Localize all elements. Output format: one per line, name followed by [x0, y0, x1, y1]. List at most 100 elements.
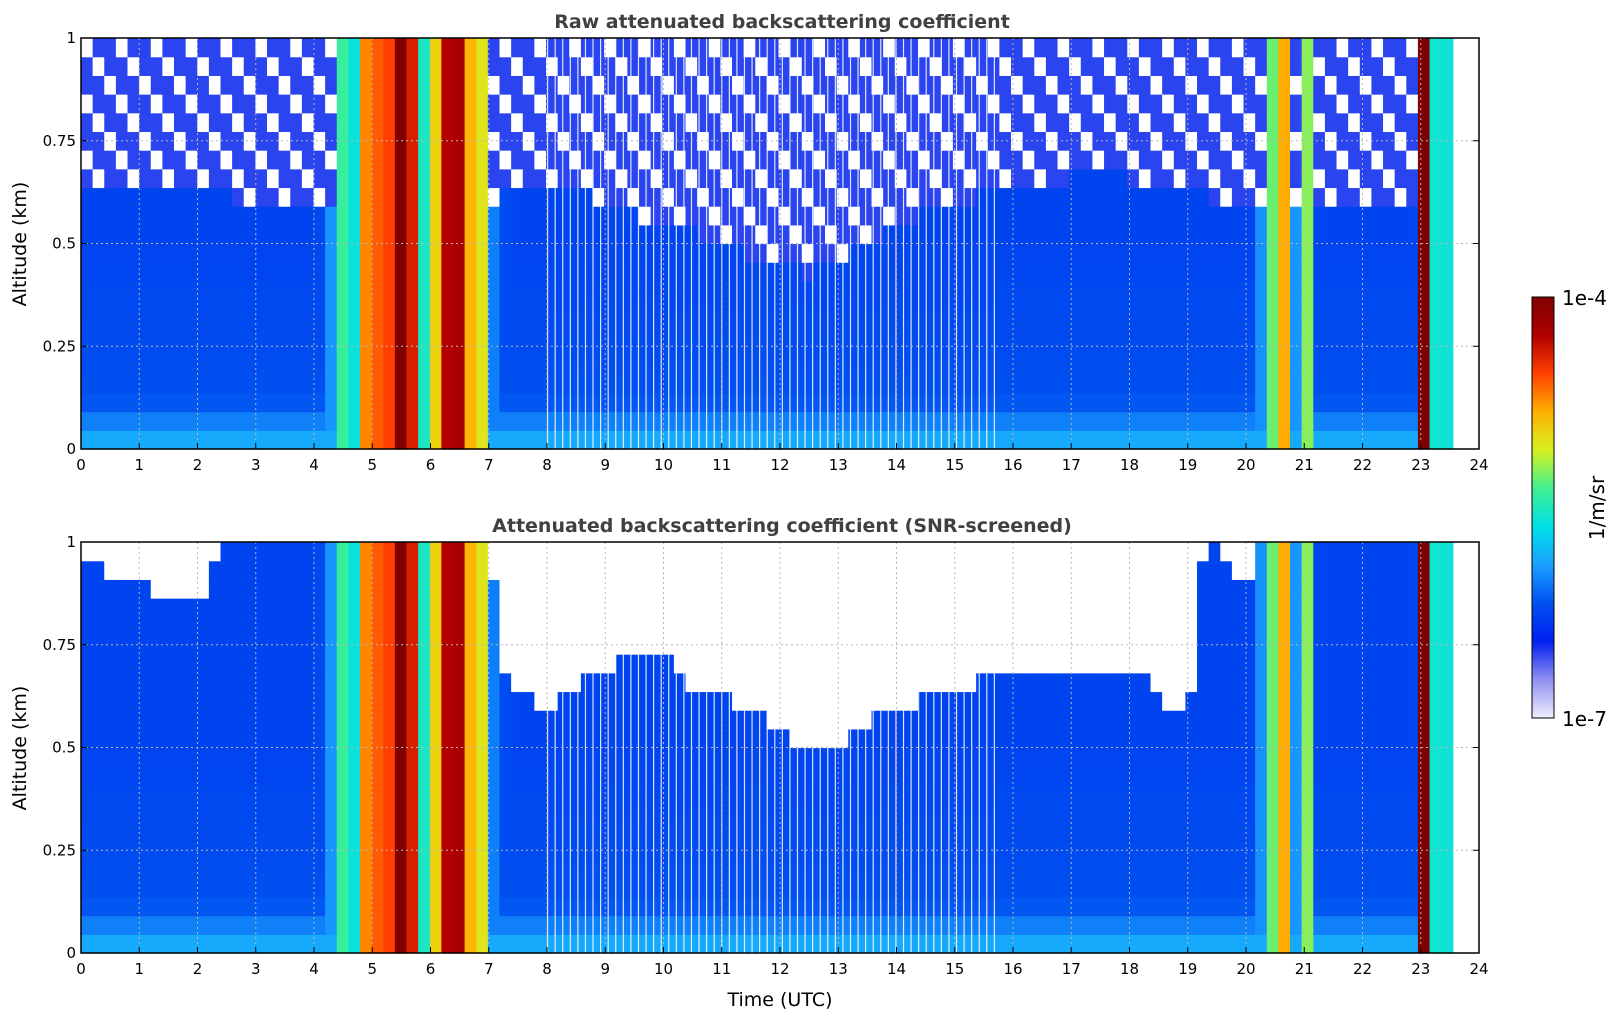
heatmap-cell — [1417, 430, 1431, 450]
heatmap-cell — [639, 859, 652, 879]
heatmap-cell — [1313, 299, 1326, 319]
heatmap-cell — [127, 822, 140, 842]
heatmap-cell — [929, 187, 942, 207]
heatmap-cell — [1231, 542, 1245, 562]
heatmap-cell — [592, 430, 605, 450]
heatmap-cell — [1220, 112, 1233, 133]
heatmap-cell — [1185, 411, 1198, 431]
heatmap-cell — [813, 766, 826, 786]
heatmap-cell — [1231, 654, 1245, 674]
heatmap-cell — [1336, 262, 1349, 282]
heatmap-cell — [139, 691, 152, 711]
heatmap-cell — [429, 318, 442, 338]
heatmap-cell — [104, 411, 117, 431]
heatmap-cell — [348, 934, 361, 954]
heatmap-cell — [941, 112, 954, 133]
heatmap-cell — [1348, 131, 1361, 151]
heatmap-cell — [127, 94, 140, 114]
heatmap-cell — [1231, 411, 1245, 431]
heatmap-cell — [127, 280, 140, 301]
heatmap-cell — [627, 560, 640, 580]
heatmap-cell — [708, 579, 721, 599]
heatmap-cell — [1208, 635, 1221, 655]
heatmap-cell — [929, 747, 942, 767]
heatmap-cell — [1069, 803, 1082, 823]
heatmap-cell — [1115, 915, 1128, 935]
heatmap-cell — [883, 579, 896, 599]
heatmap-cell — [499, 560, 512, 580]
heatmap-cell — [127, 747, 140, 767]
heatmap-cell — [278, 56, 291, 76]
heatmap-cell — [371, 243, 384, 263]
heatmap-cell — [220, 598, 233, 618]
heatmap-cell — [1185, 75, 1198, 95]
heatmap-cell — [418, 112, 431, 133]
heatmap-cell — [487, 710, 501, 730]
heatmap-cell — [639, 336, 652, 357]
heatmap-cell — [604, 299, 617, 319]
heatmap-cell — [1348, 224, 1361, 245]
heatmap-cell — [429, 187, 442, 207]
heatmap-cell — [580, 691, 594, 711]
heatmap-cell — [790, 187, 803, 207]
heatmap-cell — [1162, 579, 1175, 599]
heatmap-cell — [604, 187, 617, 207]
heatmap-cell — [1162, 616, 1175, 637]
heatmap-cell — [604, 915, 617, 935]
heatmap-cell — [790, 206, 803, 226]
heatmap-cell — [1197, 411, 1210, 431]
heatmap-cell — [1313, 168, 1326, 189]
heatmap-cell — [418, 262, 431, 282]
heatmap-cell — [325, 299, 338, 319]
heatmap-cell — [790, 392, 803, 413]
heatmap-cell — [92, 691, 105, 711]
heatmap-cell — [1220, 430, 1233, 450]
heatmap-cell — [778, 747, 791, 767]
heatmap-cell — [418, 355, 431, 375]
heatmap-cell — [499, 672, 512, 693]
heatmap-cell — [778, 560, 791, 580]
heatmap-cell — [790, 94, 803, 114]
heatmap-cell — [755, 150, 768, 170]
heatmap-cell — [429, 56, 442, 76]
heatmap-cell — [522, 747, 535, 767]
heatmap-cell — [255, 579, 268, 599]
heatmap-cell — [708, 355, 721, 375]
heatmap-cell — [1127, 299, 1140, 319]
heatmap-cell — [1371, 280, 1384, 301]
heatmap-cell — [185, 243, 198, 263]
heatmap-cell — [1022, 878, 1035, 898]
heatmap-cell — [732, 355, 745, 375]
heatmap-cell — [325, 896, 338, 917]
heatmap-cell — [243, 75, 256, 95]
heatmap-cell — [1208, 878, 1221, 898]
heatmap-cell — [1034, 672, 1047, 693]
heatmap-cell — [1057, 94, 1070, 114]
heatmap-cell — [999, 542, 1012, 562]
heatmap-cell — [557, 542, 570, 562]
heatmap-cell — [1138, 710, 1152, 730]
heatmap-cell — [999, 150, 1012, 170]
heatmap-cell — [778, 112, 791, 133]
heatmap-cell — [429, 766, 442, 786]
heatmap-cell — [1243, 934, 1256, 954]
heatmap-cell — [1057, 635, 1070, 655]
heatmap-cell — [743, 224, 756, 245]
heatmap-cell — [290, 299, 303, 319]
heatmap-cell — [162, 262, 175, 282]
heatmap-cell — [441, 710, 454, 730]
heatmap-cell — [557, 784, 570, 805]
heatmap-cell — [441, 243, 454, 263]
heatmap-cell — [580, 878, 594, 898]
heatmap-cell — [1266, 38, 1280, 58]
heatmap-cell — [615, 878, 628, 898]
heatmap-cell — [243, 691, 256, 711]
heatmap-cell — [290, 262, 303, 282]
heatmap-cell — [441, 355, 454, 375]
heatmap-cell — [1197, 878, 1210, 898]
heatmap-cell — [1080, 672, 1094, 693]
heatmap-cell — [1069, 560, 1082, 580]
heatmap-cell — [499, 187, 512, 207]
heatmap-cell — [1057, 355, 1070, 375]
heatmap-cell — [848, 187, 861, 207]
